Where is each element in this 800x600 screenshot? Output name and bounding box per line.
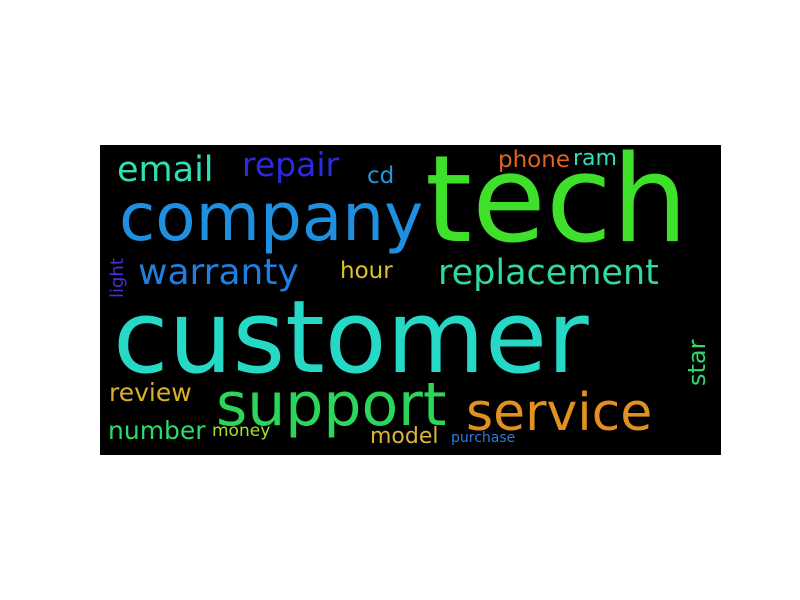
word-repair: repair: [242, 145, 340, 184]
word-purchase: purchase: [451, 430, 516, 446]
word-replacement: replacement: [438, 253, 659, 293]
word-ram: ram: [573, 146, 617, 171]
word-star: star: [683, 339, 711, 387]
word-customer: customer: [113, 278, 589, 396]
word-model: model: [370, 424, 439, 449]
word-light: light: [107, 258, 128, 298]
word-support: support: [216, 370, 447, 440]
word-cd: cd: [367, 163, 395, 189]
word-hour: hour: [340, 258, 393, 284]
word-company: company: [119, 179, 424, 256]
word-phone: phone: [498, 147, 570, 173]
word-service: service: [466, 383, 653, 443]
word-tech: tech: [425, 145, 688, 270]
word-email: email: [117, 150, 214, 190]
word-warranty: warranty: [138, 252, 299, 293]
word-money: money: [212, 421, 271, 441]
word-review: review: [109, 378, 192, 407]
word-cloud: customer tech company support service re…: [100, 145, 721, 455]
word-number: number: [108, 416, 206, 445]
